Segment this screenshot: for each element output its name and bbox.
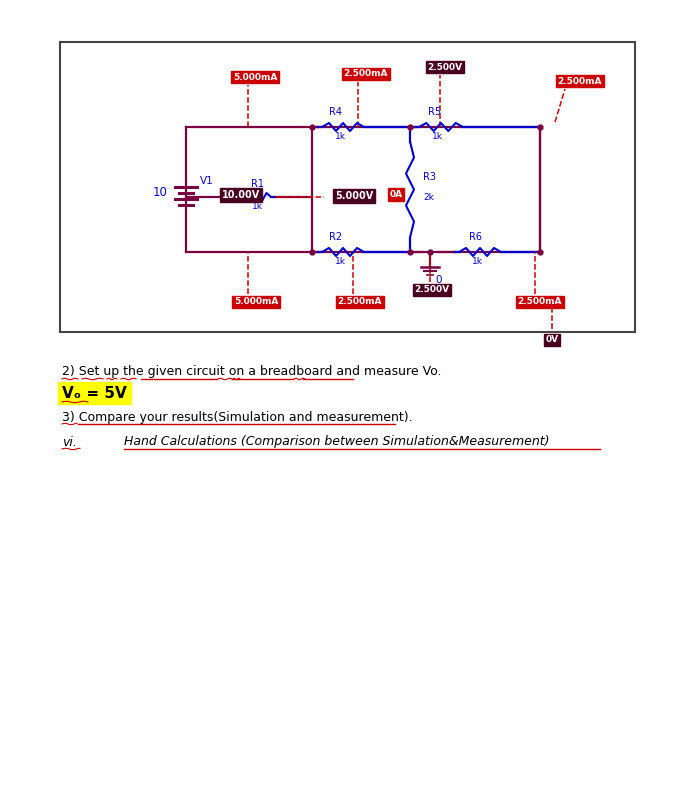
Text: 2.500mA: 2.500mA xyxy=(558,76,603,86)
Text: 5.000V: 5.000V xyxy=(335,191,373,201)
Text: 5.000mA: 5.000mA xyxy=(233,72,277,82)
Text: 2.500mA: 2.500mA xyxy=(518,297,562,306)
Text: vi.: vi. xyxy=(62,435,77,449)
Text: 2.500V: 2.500V xyxy=(414,286,450,294)
Text: R3: R3 xyxy=(423,172,436,182)
Text: 2k: 2k xyxy=(423,193,434,201)
Text: 1k: 1k xyxy=(334,257,345,266)
Text: R2: R2 xyxy=(329,232,343,242)
Text: Vₒ = 5V: Vₒ = 5V xyxy=(62,386,126,401)
Text: 10.00V: 10.00V xyxy=(222,190,260,200)
Text: V1: V1 xyxy=(200,176,214,186)
Text: R6: R6 xyxy=(468,232,482,242)
Text: R4: R4 xyxy=(329,107,343,117)
Text: 3) Compare your results(Simulation and measurement).: 3) Compare your results(Simulation and m… xyxy=(62,411,413,423)
Bar xyxy=(60,42,635,332)
Text: 10: 10 xyxy=(153,187,168,199)
Text: R1: R1 xyxy=(251,179,264,189)
Text: 2.500mA: 2.500mA xyxy=(344,69,389,79)
Text: 2) Set up the given circuit on a breadboard and measure Vo.: 2) Set up the given circuit on a breadbo… xyxy=(62,365,441,379)
Text: 0A: 0A xyxy=(389,190,402,199)
Text: 1k: 1k xyxy=(432,132,443,141)
Text: 0V: 0V xyxy=(546,335,559,345)
Text: 2.500mA: 2.500mA xyxy=(338,297,382,306)
Text: 1k: 1k xyxy=(471,257,482,266)
Text: Hand Calculations (Comparison between Simulation&Measurement): Hand Calculations (Comparison between Si… xyxy=(124,435,550,449)
Text: R5: R5 xyxy=(428,107,441,117)
Text: 2.500V: 2.500V xyxy=(427,62,463,72)
Text: 0: 0 xyxy=(435,275,441,285)
Text: 5.000mA: 5.000mA xyxy=(234,297,278,306)
Text: 1k: 1k xyxy=(334,132,345,141)
Text: 1k: 1k xyxy=(252,202,263,211)
